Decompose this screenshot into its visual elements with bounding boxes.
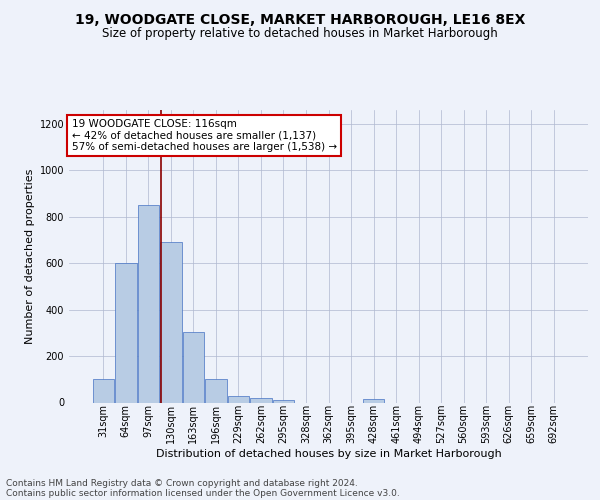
Bar xyxy=(137,205,159,402)
Text: Contains HM Land Registry data © Crown copyright and database right 2024.: Contains HM Land Registry data © Crown c… xyxy=(6,478,358,488)
Bar xyxy=(115,263,137,402)
Bar xyxy=(92,380,114,402)
Bar xyxy=(182,332,204,402)
Text: Contains public sector information licensed under the Open Government Licence v3: Contains public sector information licen… xyxy=(6,488,400,498)
Bar xyxy=(250,398,272,402)
Y-axis label: Number of detached properties: Number of detached properties xyxy=(25,168,35,344)
Text: Size of property relative to detached houses in Market Harborough: Size of property relative to detached ho… xyxy=(102,28,498,40)
Bar xyxy=(205,380,227,402)
Text: 19, WOODGATE CLOSE, MARKET HARBOROUGH, LE16 8EX: 19, WOODGATE CLOSE, MARKET HARBOROUGH, L… xyxy=(75,12,525,26)
Text: 19 WOODGATE CLOSE: 116sqm
← 42% of detached houses are smaller (1,137)
57% of se: 19 WOODGATE CLOSE: 116sqm ← 42% of detac… xyxy=(71,119,337,152)
Bar xyxy=(160,242,182,402)
X-axis label: Distribution of detached houses by size in Market Harborough: Distribution of detached houses by size … xyxy=(155,449,502,459)
Bar xyxy=(273,400,294,402)
Bar xyxy=(363,399,384,402)
Bar xyxy=(228,396,249,402)
